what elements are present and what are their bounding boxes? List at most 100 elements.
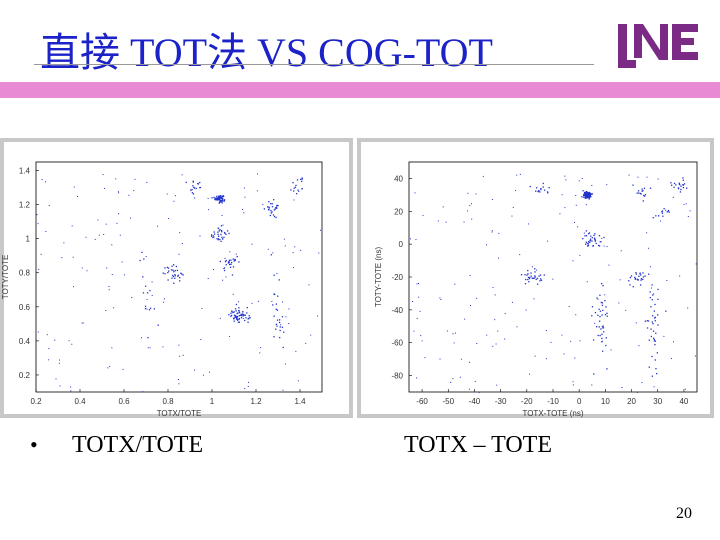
data-point — [471, 218, 473, 220]
data-point — [535, 187, 538, 189]
data-point — [139, 259, 141, 262]
data-point — [257, 300, 259, 302]
data-point — [650, 287, 652, 289]
data-point — [268, 206, 270, 208]
data-point — [638, 275, 640, 277]
data-point — [300, 180, 303, 183]
data-point — [144, 285, 147, 287]
data-point — [281, 316, 284, 318]
data-point — [532, 277, 534, 279]
data-point — [600, 241, 602, 243]
data-point — [233, 311, 235, 313]
data-point — [117, 191, 119, 193]
data-point — [666, 279, 668, 281]
data-point — [207, 197, 209, 199]
data-point — [647, 273, 650, 275]
data-point — [97, 219, 99, 221]
data-point — [416, 283, 418, 285]
data-point — [539, 280, 541, 282]
data-point — [547, 240, 549, 242]
data-point — [540, 187, 542, 190]
data-point — [242, 315, 244, 317]
data-point — [220, 201, 222, 203]
data-point — [236, 316, 238, 318]
data-point — [591, 237, 594, 239]
data-point — [233, 317, 235, 319]
data-point — [211, 197, 213, 199]
data-point — [579, 340, 581, 342]
data-point — [301, 177, 303, 179]
data-point — [589, 195, 592, 198]
data-point — [534, 271, 536, 273]
data-point — [294, 246, 296, 248]
data-point — [172, 275, 175, 278]
data-point — [536, 277, 539, 280]
data-point — [646, 232, 648, 234]
data-point — [656, 352, 658, 354]
data-point — [587, 196, 589, 199]
data-point — [168, 270, 170, 272]
data-point — [71, 343, 73, 345]
data-point — [619, 279, 621, 281]
data-point — [238, 315, 240, 317]
data-point — [594, 240, 596, 242]
data-point — [413, 330, 415, 332]
data-point — [217, 197, 219, 199]
data-point — [310, 334, 312, 336]
data-point — [232, 258, 234, 260]
data-point — [524, 283, 527, 285]
scatter-plot-ratio: 0.2 0.4 0.6 0.8 1 1.2 1.4 0.2 0.4 0.6 0.8 1 1.2 1.4 TO… — [0, 138, 353, 418]
data-point — [530, 275, 532, 277]
y-tick-label: -60 — [391, 339, 403, 348]
data-point — [182, 274, 184, 276]
data-point — [589, 192, 591, 194]
data-point — [657, 298, 659, 300]
data-point — [597, 314, 599, 317]
data-point — [103, 234, 105, 236]
data-point — [251, 302, 253, 304]
data-point — [219, 317, 221, 319]
data-point — [610, 349, 612, 351]
data-point — [271, 206, 274, 208]
data-point — [220, 225, 223, 227]
data-point — [651, 375, 654, 377]
data-point — [603, 245, 605, 247]
data-point — [589, 238, 592, 240]
data-point — [192, 180, 194, 182]
x-tick-label: -30 — [495, 397, 507, 406]
data-point — [575, 204, 577, 206]
data-point — [647, 320, 650, 322]
title-underline — [34, 64, 594, 65]
data-point — [276, 273, 278, 275]
data-point — [128, 194, 130, 196]
data-point — [491, 199, 493, 201]
data-point — [498, 232, 500, 234]
data-point — [539, 274, 542, 276]
data-point — [147, 347, 149, 349]
data-point — [587, 194, 590, 196]
data-point — [275, 206, 278, 208]
data-point — [540, 188, 542, 191]
data-point — [293, 199, 295, 201]
data-point — [229, 251, 231, 253]
data-point — [442, 206, 444, 208]
data-point — [81, 267, 83, 269]
data-point — [218, 195, 220, 197]
data-point — [591, 185, 593, 187]
data-point — [662, 215, 664, 217]
data-point — [529, 276, 531, 279]
data-point — [601, 333, 603, 335]
data-point — [242, 317, 244, 319]
data-point — [218, 230, 220, 232]
data-point — [220, 195, 222, 197]
data-point — [648, 366, 650, 368]
data-point — [235, 316, 237, 318]
data-point — [605, 337, 607, 339]
data-point — [48, 359, 50, 361]
data-point — [529, 185, 531, 188]
data-point — [301, 188, 303, 190]
data-point — [520, 274, 523, 276]
data-point — [172, 269, 174, 271]
data-point — [174, 275, 176, 277]
data-point — [71, 225, 73, 227]
